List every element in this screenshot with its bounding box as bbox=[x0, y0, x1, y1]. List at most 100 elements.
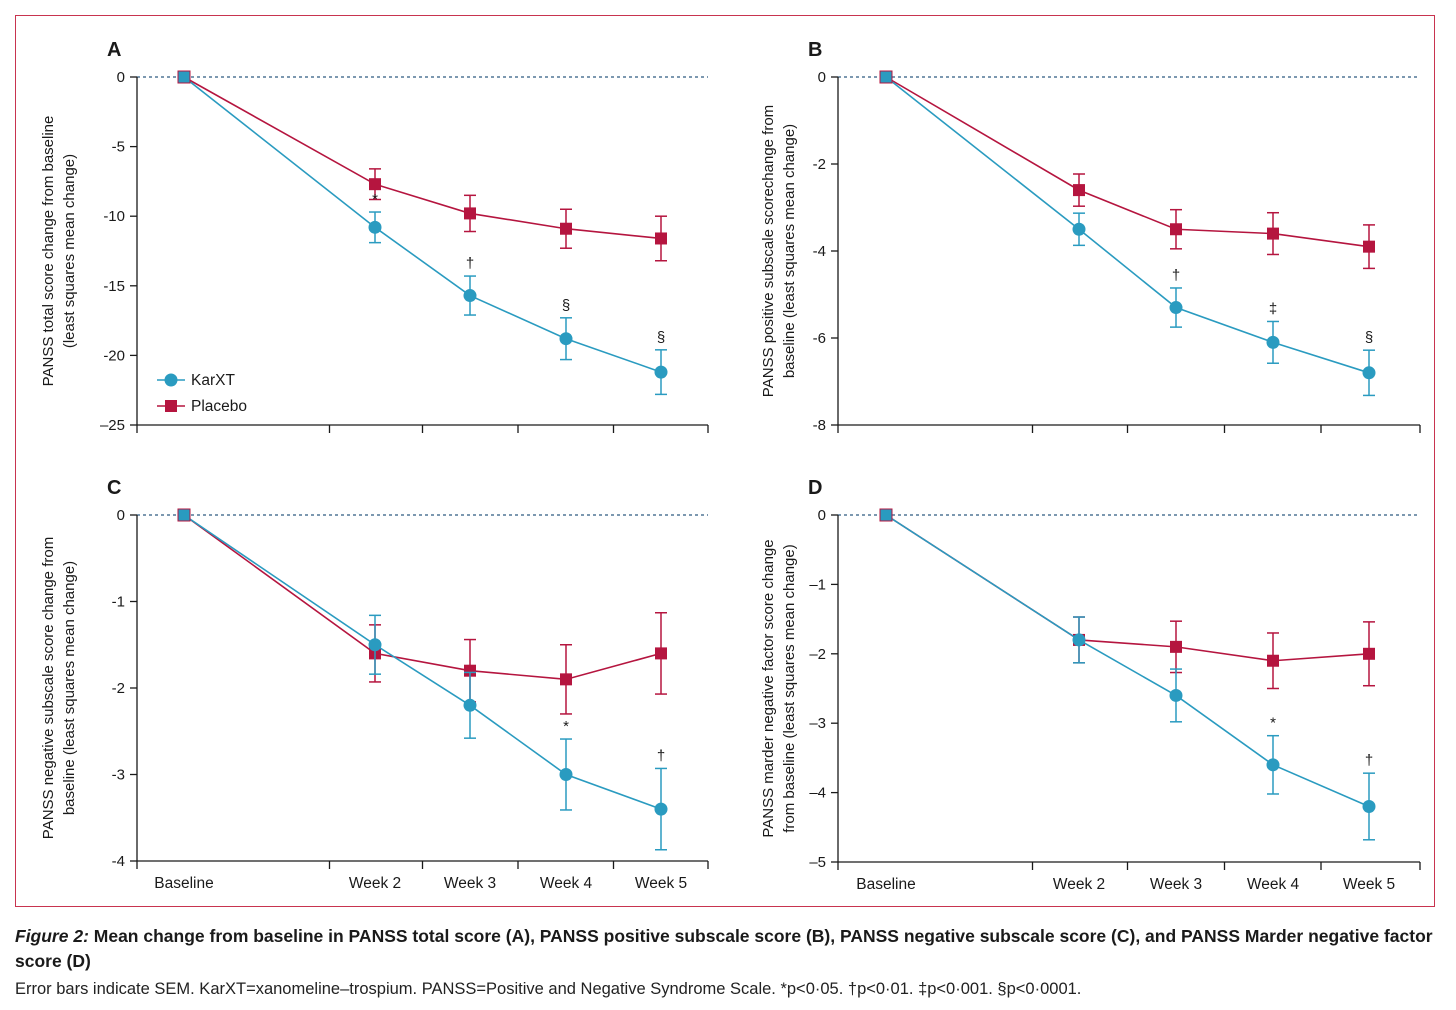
y-tick-label: -6 bbox=[813, 330, 826, 347]
panel-b: B 0 -2 -4 -6 -8 PANSS positive subscale scorec… bbox=[760, 39, 1421, 434]
series-line-placebo bbox=[183, 514, 662, 681]
data-point-karxt bbox=[1266, 335, 1280, 349]
baseline-marker bbox=[177, 70, 191, 84]
y-axis-label-line: (least squares mean change) bbox=[61, 154, 78, 348]
series-placebo bbox=[880, 509, 1375, 690]
x-tick-label: Week 3 bbox=[444, 875, 496, 892]
y-axis-label: PANSS marder negative factor score chang… bbox=[760, 539, 798, 837]
y-tick-label: –5 bbox=[809, 854, 826, 871]
y-tick-label: 0 bbox=[117, 69, 125, 86]
data-point-karxt bbox=[1072, 222, 1086, 236]
series-line-placebo bbox=[183, 76, 662, 240]
significance-mark: † bbox=[1365, 752, 1373, 769]
significance-mark: ‡ bbox=[1269, 300, 1277, 317]
data-point-karxt bbox=[1072, 633, 1086, 647]
data-point-karxt bbox=[1362, 366, 1376, 380]
data-point-karxt bbox=[654, 365, 668, 379]
y-axis-label-line: PANSS total score change from baseline bbox=[40, 116, 57, 387]
series-karxt bbox=[183, 514, 668, 851]
data-point-placebo bbox=[560, 222, 572, 235]
caption-title: Mean change from baseline in PANSS total… bbox=[15, 926, 1433, 971]
panel-letter: B bbox=[808, 39, 822, 61]
series-line-placebo bbox=[885, 76, 1370, 248]
legend-label: KarXT bbox=[191, 372, 235, 389]
y-tick-label: -10 bbox=[103, 208, 125, 225]
x-tick-label: Baseline bbox=[856, 876, 915, 893]
significance-mark: § bbox=[1365, 329, 1373, 346]
significance-mark: † bbox=[657, 747, 665, 764]
panel-letter: D bbox=[808, 477, 822, 499]
data-point-karxt bbox=[559, 768, 573, 781]
data-point-karxt bbox=[1169, 301, 1183, 315]
data-point-karxt bbox=[1362, 799, 1376, 813]
baseline-marker bbox=[177, 508, 191, 522]
significance-mark: † bbox=[466, 255, 474, 272]
baseline-marker bbox=[879, 70, 893, 84]
series-line-placebo bbox=[885, 514, 1370, 662]
y-axis-label-line: PANSS positive subscale scorechange from bbox=[760, 105, 777, 397]
panel-a: A 0 -5 -10 -15 -20 –25 PANSS total score change… bbox=[40, 39, 709, 434]
x-tick-label: Week 5 bbox=[1343, 876, 1395, 893]
baseline-marker bbox=[879, 508, 893, 522]
y-tick-label: –2 bbox=[809, 646, 826, 663]
series-line-karxt bbox=[183, 76, 662, 373]
data-point-karxt bbox=[463, 289, 477, 303]
data-point-karxt bbox=[559, 332, 573, 346]
y-tick-label: –4 bbox=[809, 785, 826, 802]
series-placebo bbox=[880, 71, 1375, 270]
y-axis-label-line: PANSS marder negative factor score chang… bbox=[760, 539, 777, 837]
y-tick-label: 0 bbox=[117, 507, 125, 524]
y-tick-label: –25 bbox=[100, 417, 125, 434]
significance-mark: * bbox=[372, 191, 378, 208]
data-point-placebo bbox=[560, 673, 572, 686]
data-point-karxt bbox=[368, 638, 382, 652]
x-tick-label: Baseline bbox=[154, 875, 213, 892]
legend-marker-square bbox=[165, 400, 177, 412]
data-point-placebo bbox=[464, 664, 476, 677]
y-tick-label: -20 bbox=[103, 347, 125, 364]
significance-mark: * bbox=[1270, 715, 1276, 732]
data-point-placebo bbox=[369, 178, 381, 191]
data-point-karxt bbox=[463, 698, 477, 712]
series-placebo bbox=[178, 71, 667, 262]
x-tick-label: Week 4 bbox=[540, 875, 593, 892]
data-point-placebo bbox=[1170, 640, 1182, 653]
panel-letter: C bbox=[107, 477, 121, 499]
series-karxt bbox=[885, 76, 1376, 397]
x-tick-label: Week 3 bbox=[1150, 876, 1202, 893]
data-point-karxt bbox=[368, 220, 382, 234]
data-point-karxt bbox=[1266, 758, 1280, 772]
panel-c: C 0 -1 -2 -3 -4 Baseline Week 2 Week 3 Week 4 Week… bbox=[40, 477, 709, 892]
y-axis-label-line: from baseline (least squares mean change… bbox=[781, 544, 798, 833]
y-tick-label: -1 bbox=[112, 594, 125, 611]
y-tick-label: -5 bbox=[112, 139, 125, 156]
y-tick-label: -8 bbox=[813, 417, 826, 434]
series-placebo bbox=[178, 509, 667, 715]
data-point-placebo bbox=[1363, 240, 1375, 253]
significance-mark: § bbox=[562, 297, 570, 314]
data-point-placebo bbox=[1267, 654, 1279, 667]
y-axis-label: PANSS total score change from baseline (l… bbox=[40, 116, 78, 387]
data-point-karxt bbox=[1169, 688, 1183, 702]
data-point-placebo bbox=[655, 232, 667, 245]
y-tick-label: –1 bbox=[809, 576, 826, 593]
y-tick-label: -2 bbox=[813, 156, 826, 173]
legend-marker-circle bbox=[164, 373, 178, 387]
data-point-karxt bbox=[654, 802, 668, 816]
significance-mark: * bbox=[563, 718, 569, 735]
series-line-karxt bbox=[885, 514, 1370, 808]
figure-frame bbox=[15, 15, 1435, 907]
data-point-placebo bbox=[1073, 184, 1085, 197]
y-axis-label: PANSS negative subscale score change fro… bbox=[40, 537, 78, 839]
y-tick-label: 0 bbox=[818, 507, 826, 524]
y-tick-label: -4 bbox=[112, 853, 125, 870]
y-tick-label: 0 bbox=[818, 69, 826, 86]
data-point-placebo bbox=[1363, 647, 1375, 660]
series-karxt bbox=[183, 76, 668, 396]
y-axis-label: PANSS positive subscale scorechange from… bbox=[760, 105, 798, 397]
data-point-placebo bbox=[1267, 227, 1279, 240]
significance-mark: † bbox=[1172, 267, 1180, 284]
data-point-placebo bbox=[1170, 223, 1182, 236]
panel-letter: A bbox=[107, 39, 121, 61]
